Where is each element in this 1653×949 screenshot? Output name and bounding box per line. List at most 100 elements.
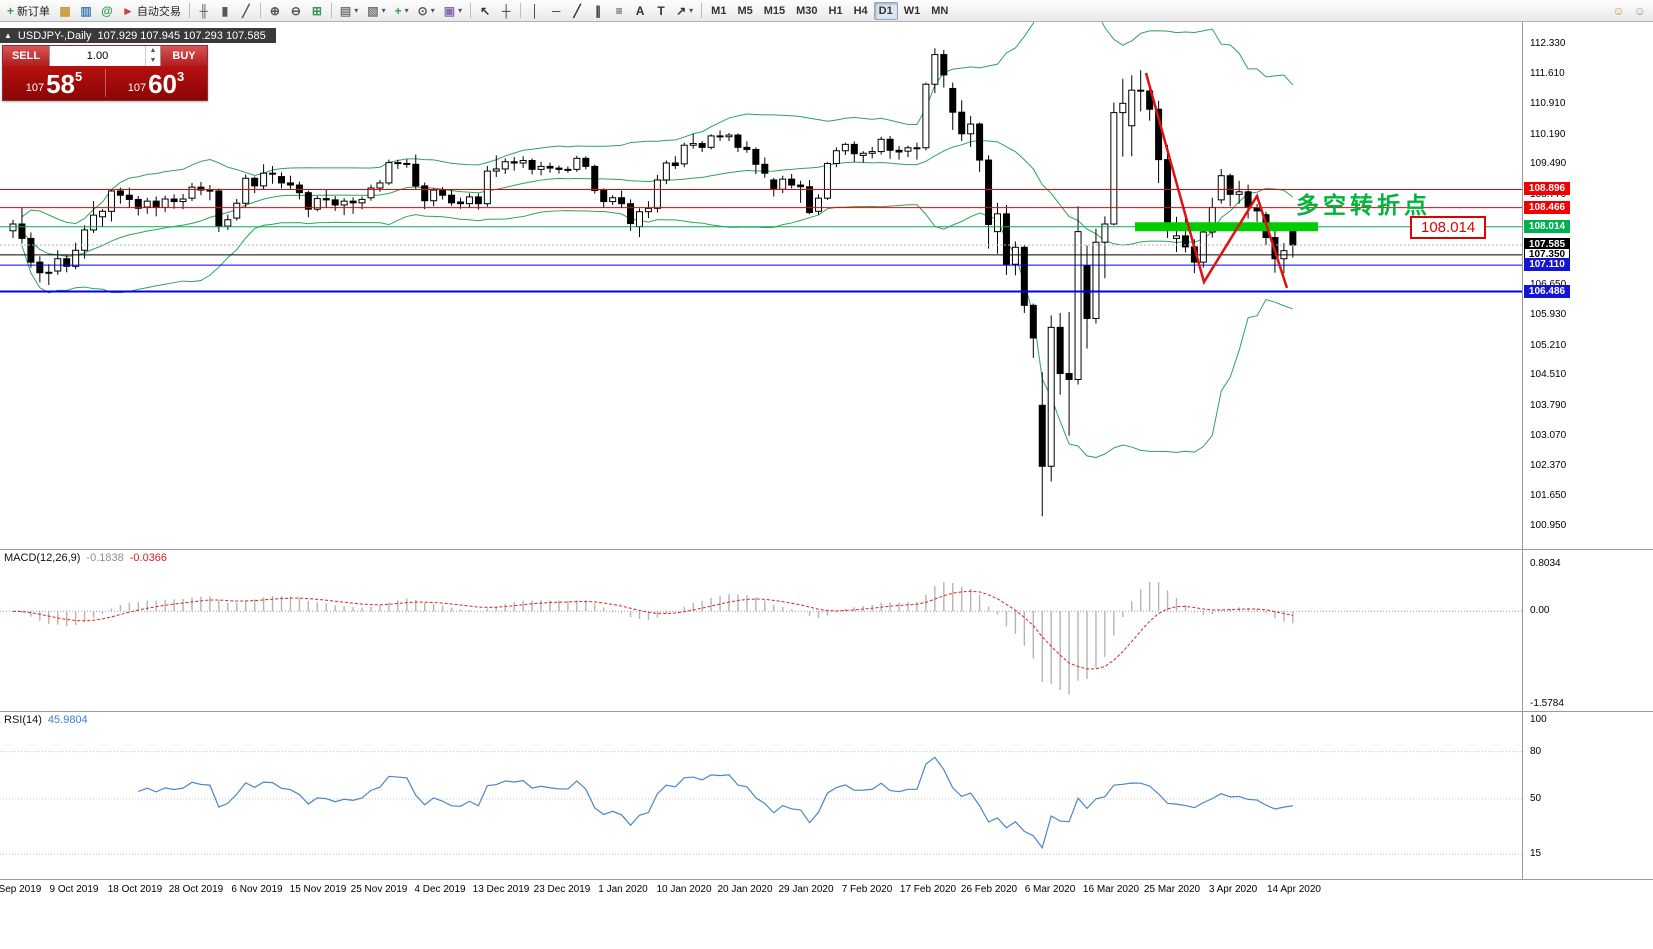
macd-panel: MACD(12,26,9) -0.1838 -0.0366 0.8034 0.00 -1… [0,549,1653,711]
bull-candle [689,143,697,146]
price-badge: 108.466 [1524,200,1570,214]
bull-candle [564,168,572,171]
periods-button[interactable]: ⊙ ▾ [414,2,439,20]
tf-d1-button[interactable]: D1 [873,1,898,20]
line-chart-button[interactable]: ╱ [236,2,256,20]
volume-increase-button[interactable]: ▲ [149,47,157,54]
text-button[interactable]: A [630,2,650,20]
text-label-button[interactable]: T [651,2,671,20]
arrows-button[interactable]: ↗ ▾ [672,2,697,20]
volume-value[interactable]: 1.00 [86,50,109,62]
dropdown-caret-icon: ▾ [381,6,386,15]
tf-m15-button[interactable]: M15 [759,2,790,20]
zoom-in-button[interactable]: ⊕ [265,2,285,20]
sell-price-display[interactable]: 107 58 5 [3,66,105,100]
bull-candle [662,162,670,181]
dropdown-caret-icon: ▾ [689,6,694,15]
date-label: 16 Mar 2020 [1082,884,1140,895]
market-watch-button[interactable]: ▥ [76,2,96,20]
bull-candle [1047,326,1055,467]
navigator-button[interactable]: @ [97,2,117,20]
bar-chart-button[interactable]: ╫ [194,2,214,20]
candlestick-chart-button[interactable]: ▮ [215,2,235,20]
tf-m5-button[interactable]: M5 [732,2,757,20]
periods-icon: ⊙ [417,3,428,18]
bear-candle [752,148,760,165]
price-level-callout[interactable]: 108.014 [1410,215,1487,239]
bear-candle [439,189,447,196]
rsi-canvas[interactable] [0,712,1522,880]
candlestick-chart-icon: ▮ [221,3,229,18]
bull-candle [1011,246,1019,265]
bear-candle [457,201,464,205]
autotrading-button[interactable]: ► 自动交易 [118,2,185,20]
tf-h4-button-label: H4 [853,4,868,17]
tf-h4-button[interactable]: H4 [849,2,873,20]
macd-axis[interactable]: 0.8034 0.00 -1.5784 [1522,550,1653,711]
templates-button[interactable]: ▣ ▾ [440,2,466,20]
tile-windows-button[interactable]: ⊞ [307,2,327,20]
horizontal-line-button[interactable]: ─ [546,2,566,20]
trend-zigzag-lines[interactable] [1144,72,1289,289]
equidistant-channel-button[interactable]: ∥ [588,2,608,20]
help-button[interactable]: ☺ [1630,2,1650,20]
sell-button[interactable]: SELL [3,46,49,66]
bear-candle [1065,373,1073,380]
bear-candle [671,162,679,167]
fibonacci-button[interactable]: ≡ [609,2,629,20]
crosshair-button[interactable]: ┼ [496,2,516,20]
bear-candle [116,190,124,196]
bull-candle [143,200,151,208]
bear-candle [1029,304,1037,339]
buy-price-display[interactable]: 107 60 3 [105,66,207,100]
bull-candle [501,161,509,170]
volume-decrease-button[interactable]: ▼ [149,57,157,64]
bear-candle [421,185,429,202]
bull-candle [1199,231,1207,263]
volume-stepper[interactable]: 1.00 ▲ ▼ [49,46,161,66]
bear-candle [940,54,948,76]
rsi-axis[interactable]: 100 80 50 15 [1522,712,1653,879]
price-tick-label: 112.330 [1530,38,1566,49]
bear-candle [1226,175,1234,195]
macd-canvas[interactable] [0,550,1522,712]
add-indicator-button[interactable]: + ▾ [391,2,413,20]
new-order-button[interactable]: + 新订单 [3,2,54,20]
rsi-label: RSI(14) 45.9804 [4,714,94,726]
indicators-button[interactable]: ▤ ▾ [336,2,362,20]
bear-candle [1038,404,1046,467]
profiles-button[interactable]: ▧ ▾ [363,2,389,20]
tf-h1-button[interactable]: H1 [824,2,848,20]
ohlc-values-label: 107.929 107.945 107.293 107.585 [97,29,266,42]
community-button[interactable]: ☺ [1608,2,1628,20]
price-tick-label: 103.070 [1530,430,1567,442]
vertical-line-button[interactable]: │ [525,2,545,20]
price-chart-canvas[interactable] [0,22,1522,549]
charts-window-icon: ▦ [59,3,71,18]
bull-candle [636,211,643,228]
tf-m30-button[interactable]: M30 [791,2,822,20]
bear-candle [322,198,330,201]
bear-candle [448,194,456,204]
bear-candle [698,143,706,148]
charts-window-button[interactable]: ▦ [55,2,75,20]
tf-m1-button[interactable]: M1 [706,2,731,20]
bull-candle [492,168,500,172]
tf-w1-button[interactable]: W1 [899,2,926,20]
tf-mn-button[interactable]: MN [926,2,953,20]
bull-candle [815,197,822,212]
price-badge: 108.896 [1524,182,1570,196]
turning-point-annotation[interactable]: 多空转折点 [1296,192,1431,218]
price-axis[interactable]: 112.330111.610110.910110.190109.490108.7… [1522,22,1653,549]
zoom-out-button[interactable]: ⊖ [286,2,306,20]
bull-candle [832,150,840,164]
bear-candle [761,163,769,174]
buy-button[interactable]: BUY [161,46,207,66]
bear-candle [1002,213,1010,265]
line-chart-icon: ╱ [242,3,250,18]
time-axis[interactable]: 30 Sep 2019 9 Oct 2019 18 Oct 2019 28 Oct 2… [0,879,1653,907]
trendline-button[interactable]: ╱ [567,2,587,20]
bull-candle [519,159,527,164]
cursor-button[interactable]: ↖ [475,2,495,20]
toolbar-separator [520,3,522,18]
